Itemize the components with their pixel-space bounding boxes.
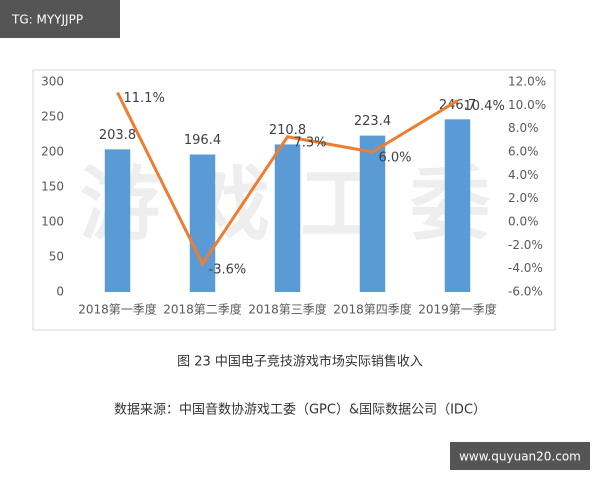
badge [450, 442, 590, 470]
bar [189, 154, 216, 292]
y-tick-label: 150 [41, 180, 64, 194]
y-tick-label: 200 [41, 145, 64, 159]
data-label: 203.8 [99, 128, 136, 143]
x-tick-label: 2018第三季度 [248, 302, 327, 317]
data-label: 246.7 [439, 98, 476, 113]
y-tick-label: 300 [41, 75, 64, 89]
y2-tick-label: 2.0% [508, 191, 539, 205]
x-tick-label: 2019第一季度 [418, 302, 497, 317]
y-tick-label: 0 [56, 285, 64, 299]
y2-tick-label: 8.0% [508, 121, 539, 135]
data-label: 10.4% [464, 99, 505, 114]
data-label: 210.8 [269, 123, 306, 138]
y-tick-label: 50 [49, 250, 64, 264]
x-tick-label: 2018第一季度 [78, 302, 157, 317]
y2-tick-label: -4.0% [508, 261, 543, 275]
y-tick-label: 250 [41, 110, 64, 124]
chart-frame [32, 69, 556, 331]
data-label: 223.4 [354, 114, 391, 129]
y2-tick-label: 10.0% [508, 98, 546, 112]
y2-tick-label: 0.0% [508, 215, 539, 229]
data-label: 11.1% [124, 91, 165, 106]
bar [274, 144, 301, 292]
badge [0, 0, 120, 38]
bar [444, 119, 471, 292]
y2-tick-label: -6.0% [508, 285, 543, 299]
y2-tick-label: 6.0% [508, 145, 539, 159]
bar [359, 135, 386, 292]
source: 数据来源：中国音数协游戏工委（GPC）&国际数据公司（IDC） [114, 402, 486, 418]
data-label: 196.4 [184, 133, 221, 148]
data-label: 6.0% [379, 151, 412, 166]
bar [104, 149, 131, 292]
y2-tick-label: 4.0% [508, 168, 539, 182]
x-tick-label: 2018第二季度 [163, 302, 242, 317]
x-tick-label: 2018第四季度 [333, 302, 412, 317]
y2-tick-label: 12.0% [508, 75, 546, 89]
badge-text: TG: MYYJJPP [11, 13, 83, 27]
badge-text: www.quyuan20.com [459, 450, 581, 464]
caption: 图 23 中国电子竞技游戏市场实际销售收入 [177, 354, 423, 370]
line [116, 91, 459, 267]
y-tick-label: 100 [41, 215, 64, 229]
y2-tick-label: -2.0% [508, 238, 543, 252]
data-label: 7.3% [294, 135, 327, 150]
data-label: -3.6% [209, 263, 247, 278]
